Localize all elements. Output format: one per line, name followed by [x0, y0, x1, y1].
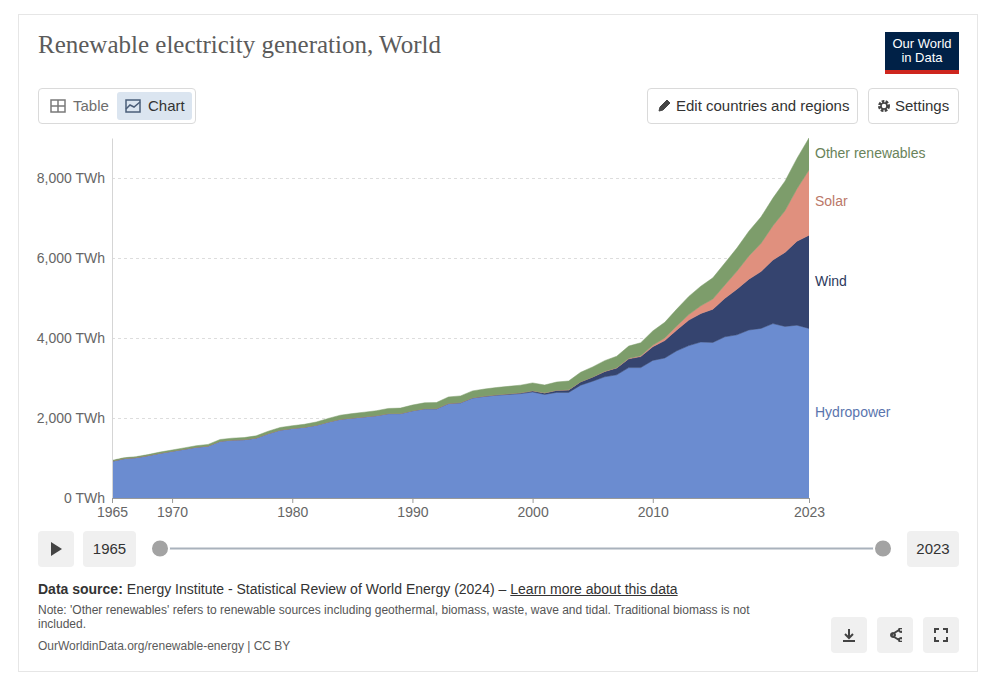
x-tick: 1990 — [397, 498, 428, 520]
x-tick-label: 2010 — [638, 504, 669, 520]
icon-shape — [51, 100, 65, 112]
plot-area — [112, 138, 809, 498]
button-label: Settings — [895, 89, 949, 123]
icon-shape — [881, 103, 887, 109]
y-tick: 6,000 TWh — [37, 250, 112, 266]
x-tick-mark — [112, 498, 113, 503]
legend-label: Other renewables — [815, 145, 926, 161]
share-button[interactable] — [877, 617, 913, 653]
grid-line — [112, 178, 809, 179]
source: Data source:Energy Institute - Statistic… — [38, 581, 678, 597]
x-tick: 2000 — [518, 498, 549, 520]
tab-table[interactable]: Table — [42, 92, 116, 120]
source-text: Energy Institute - Statistical Review of… — [127, 581, 506, 597]
fullscreen-button[interactable] — [923, 617, 959, 653]
tab-group: Table Chart — [38, 88, 196, 124]
edit-button[interactable]: Edit countries and regions — [647, 88, 858, 124]
icon — [51, 542, 63, 556]
icon-shape — [891, 628, 902, 642]
legend-label: Wind — [815, 273, 847, 289]
x-tick-label: 1990 — [397, 504, 428, 520]
x-tick: 1970 — [157, 498, 188, 520]
logo: Our Worldin Data — [885, 32, 959, 74]
icon-shape — [880, 102, 889, 111]
timeline-end: 2023 — [907, 531, 959, 567]
timeline-handle[interactable] — [151, 540, 169, 558]
timeline-handle[interactable] — [874, 540, 892, 558]
timeline-start: 1965 — [83, 531, 136, 567]
x-tick-mark — [172, 498, 173, 503]
icon-shape — [843, 629, 855, 641]
icon — [877, 99, 891, 113]
area — [112, 138, 809, 461]
footer: OurWorldinData.org/renewable-energy | CC… — [38, 639, 290, 653]
icon-shape — [126, 100, 140, 112]
x-tick: 1965 — [97, 498, 128, 520]
icon — [50, 99, 66, 113]
icon — [842, 628, 856, 642]
y-axis-line — [112, 139, 113, 499]
logo-line: in Data — [885, 51, 959, 65]
x-tick: 2023 — [794, 498, 825, 520]
timeline-track — [160, 548, 883, 550]
source-label: Data source: — [38, 581, 123, 597]
title: Renewable electricity generation, World — [38, 31, 441, 59]
x-tick-label: 2000 — [518, 504, 549, 520]
area — [112, 324, 809, 498]
icon — [934, 628, 948, 642]
download-button[interactable] — [831, 617, 867, 653]
x-axis: 1965 1970 1980 1990 2000 2010 2023 — [97, 498, 825, 520]
icon — [125, 99, 141, 113]
y-axis: 0 TWh2,000 TWh4,000 TWh6,000 TWh8,000 TW… — [37, 139, 113, 506]
source-link[interactable]: Learn more about this data — [510, 581, 677, 597]
y-tick-label: 2,000 TWh — [37, 410, 105, 426]
icon-shape — [51, 542, 62, 556]
settings-button[interactable]: Settings — [868, 88, 959, 124]
legend: Hydropower Wind Solar Other renewables — [815, 145, 926, 420]
icon-shape — [51, 100, 65, 112]
grid — [112, 179, 809, 499]
x-tick-mark — [533, 498, 534, 503]
timeline — [151, 540, 892, 558]
x-tick-mark — [292, 498, 293, 503]
x-tick-label: 1970 — [157, 504, 188, 520]
y-tick: 8,000 TWh — [37, 170, 112, 186]
y-tick-label: 8,000 TWh — [37, 170, 105, 186]
x-tick: 1980 — [277, 498, 308, 520]
y-tick-label: 6,000 TWh — [37, 250, 105, 266]
note: Note: 'Other renewables' refers to renew… — [38, 603, 788, 631]
icon — [888, 628, 902, 642]
y-tick: 4,000 TWh — [37, 330, 112, 346]
x-tick-mark — [809, 498, 810, 503]
icon-shape — [659, 100, 670, 111]
x-tick-label: 1965 — [97, 504, 128, 520]
icon-shape — [126, 102, 140, 109]
area — [112, 170, 809, 461]
x-tick-label: 2023 — [794, 504, 825, 520]
tab-label: Chart — [148, 92, 185, 120]
x-axis-line — [113, 499, 810, 504]
icon-shape — [935, 629, 947, 641]
button-label: Edit countries and regions — [676, 89, 849, 123]
x-tick-mark — [653, 498, 654, 503]
x-tick-label: 1980 — [277, 504, 308, 520]
tab-label: Table — [73, 92, 109, 120]
x-tick: 2010 — [638, 498, 669, 520]
grid-line — [112, 258, 809, 259]
icon — [657, 99, 671, 113]
y-tick: 2,000 TWh — [37, 410, 112, 426]
page-root: 0 TWh2,000 TWh4,000 TWh6,000 TWh8,000 TW… — [0, 0, 1000, 688]
area — [112, 235, 809, 461]
frame — [19, 15, 978, 672]
play-button[interactable] — [38, 531, 74, 567]
tab-chart[interactable]: Chart — [117, 92, 192, 120]
y-tick-label: 4,000 TWh — [37, 330, 105, 346]
legend-label: Solar — [815, 193, 848, 209]
x-tick-mark — [412, 498, 413, 503]
logo-line: Our World — [885, 37, 959, 51]
legend-label: Hydropower — [815, 404, 891, 420]
